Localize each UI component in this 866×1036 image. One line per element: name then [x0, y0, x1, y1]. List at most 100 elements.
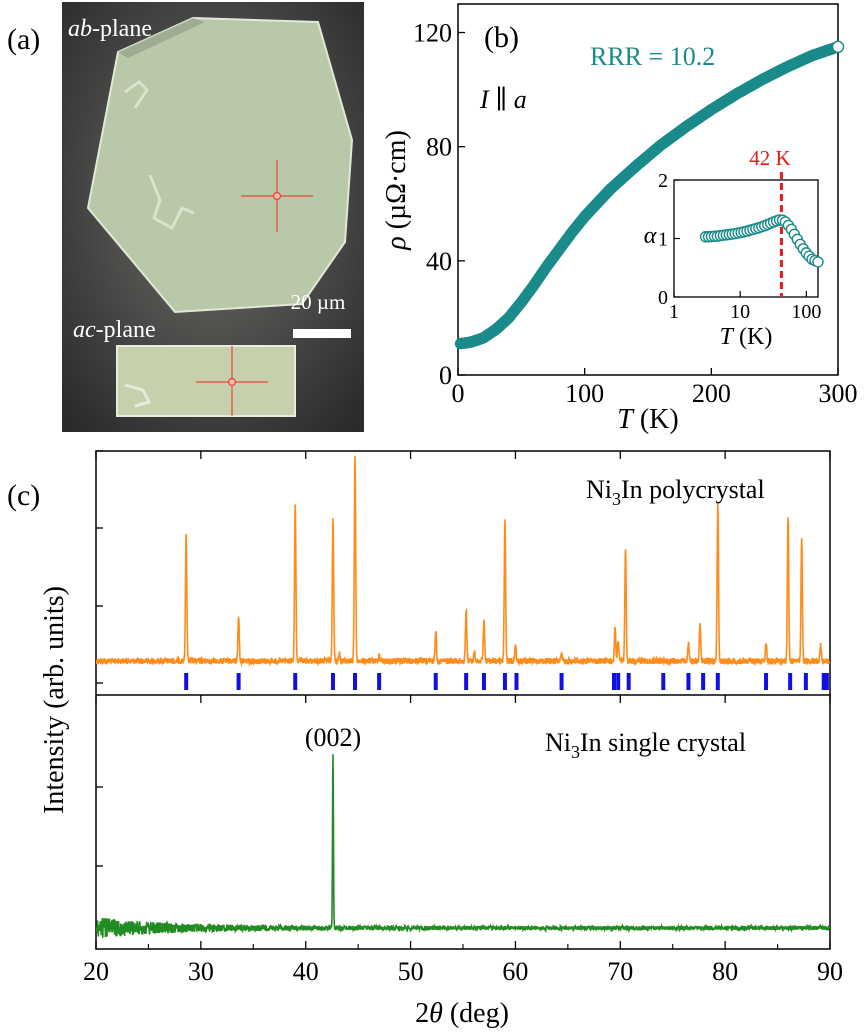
- single-crystal-pattern: [96, 754, 830, 938]
- panel-c: 20 30 40 50 60 70 80 90 (c) Ni3In polycrystal N…: [7, 450, 843, 1029]
- reference-tick: [824, 673, 829, 690]
- rho-symbol: ρ: [381, 236, 412, 250]
- reference-tick: [236, 673, 241, 690]
- peak-002-label: (002): [305, 723, 361, 752]
- reference-tick: [803, 673, 808, 690]
- ab-plane-label-rest: -plane: [92, 16, 152, 42]
- ac-plane-label-rest: -plane: [96, 317, 156, 343]
- reference-tick: [481, 673, 486, 690]
- single-crystal-label: Ni3In single crystal: [545, 728, 746, 762]
- reference-tick: [626, 673, 631, 690]
- ab-plane-label: ab-plane: [68, 16, 152, 42]
- x-tick-label: 70: [607, 957, 633, 986]
- polycrystal-label: Ni3In polycrystal: [586, 475, 765, 509]
- x-tick-label: 30: [188, 957, 214, 986]
- x-tick-label: 200: [692, 379, 731, 408]
- two-theta-unit: (deg): [443, 998, 509, 1029]
- reference-tick: [616, 673, 621, 690]
- single-crystal-label-post: In single crystal: [580, 728, 746, 757]
- panel-c-label: (c): [7, 479, 40, 512]
- rho-unit: (µΩ·cm): [381, 130, 412, 236]
- inset-x-tick-label: 100: [791, 301, 821, 323]
- polycrystal-trace: [96, 455, 830, 667]
- parallel-symbol: ∥: [489, 85, 514, 114]
- inset-xlabel: T (K): [720, 324, 773, 350]
- reference-tick: [701, 673, 706, 690]
- inset-data-point: [812, 256, 824, 268]
- reference-tick: [433, 673, 438, 690]
- polycrystal-label-pre: Ni: [586, 475, 612, 504]
- x-tick-label: 60: [502, 957, 528, 986]
- polycrystal-label-sub: 3: [612, 489, 621, 509]
- x-tick-label: 20: [83, 957, 109, 986]
- crosshair-ac: [196, 346, 268, 416]
- inset-x-tick-label: 10: [730, 301, 750, 323]
- reference-tick: [293, 673, 298, 690]
- data-point-end: [831, 40, 845, 54]
- x-tick-label: 50: [398, 957, 424, 986]
- single-crystal-label-pre: Ni: [545, 728, 571, 757]
- ac-crack: [124, 383, 152, 408]
- ac-plane-label: ac-plane: [73, 317, 156, 343]
- x-tick-label: 0: [452, 379, 465, 408]
- rrr-annotation: RRR = 10.2: [590, 42, 715, 71]
- ac-plane-crystal: [116, 345, 296, 417]
- crystal-crack: [124, 80, 195, 231]
- reference-tick: [611, 673, 616, 690]
- reference-tick: [788, 673, 793, 690]
- x-tick-label: 300: [819, 379, 858, 408]
- panel-c-ylabel: Intensity (arb. units): [39, 586, 70, 814]
- axis-a-symbol: a: [514, 85, 527, 114]
- ab-plane-label-italic: ab: [68, 16, 92, 42]
- reference-tick: [821, 673, 826, 690]
- reference-tick: [184, 673, 189, 690]
- scale-bar: [293, 329, 351, 338]
- ab-plane-crystal: [86, 16, 354, 314]
- polycrystal-pattern: [96, 455, 830, 667]
- inset-y-tick-label: 0: [658, 287, 668, 309]
- crosshair-ab: [241, 160, 313, 232]
- theta-symbol: θ: [429, 998, 443, 1029]
- temperature-symbol: T: [617, 404, 635, 435]
- panel-a: 20 µm ab-plane ac-plane (a): [7, 2, 364, 432]
- current-direction-label: I ∥ a: [479, 85, 527, 114]
- inset-t-unit: (K): [733, 324, 772, 350]
- reference-tick: [502, 673, 507, 690]
- panel-b-frame: [457, 3, 839, 376]
- two-theta-number: 2: [415, 998, 429, 1029]
- panel-c-axes: 20 30 40 50 60 70 80 90: [83, 450, 843, 986]
- panel-c-frame: [95, 450, 831, 950]
- x-tick-label: 100: [565, 379, 604, 408]
- inset-y-tick-label: 1: [658, 229, 668, 251]
- inset-y-tick-label: 2: [658, 170, 668, 192]
- alpha-series: [699, 214, 824, 268]
- x-tick-label: 90: [817, 957, 843, 986]
- current-symbol: I: [479, 85, 490, 114]
- temperature-unit: (K): [633, 404, 679, 435]
- reference-tick: [764, 673, 769, 690]
- reference-tick: [330, 673, 335, 690]
- panel-b-xlabel: T (K): [617, 404, 678, 435]
- reference-tick: [352, 673, 357, 690]
- resistivity-series: [454, 40, 845, 350]
- y-tick-label: 40: [426, 247, 452, 276]
- x-tick-label: 40: [293, 957, 319, 986]
- x-tick-label: 80: [712, 957, 738, 986]
- panel-b-label: (b): [484, 21, 519, 54]
- ac-plane-label-italic: ac: [73, 317, 96, 343]
- reference-tick: [715, 673, 720, 690]
- reference-tick: [559, 673, 564, 690]
- reference-tick: [514, 673, 519, 690]
- panel-b-ylabel: ρ (µΩ·cm): [381, 130, 412, 251]
- single-crystal-trace: [96, 754, 830, 938]
- reference-tick: [661, 673, 666, 690]
- panel-c-xlabel: 2θ (deg): [415, 998, 509, 1029]
- panel-a-label: (a): [7, 23, 40, 56]
- reference-ticks: [184, 673, 829, 690]
- inset-x-tick-label: 1: [669, 301, 679, 323]
- reference-tick: [377, 673, 382, 690]
